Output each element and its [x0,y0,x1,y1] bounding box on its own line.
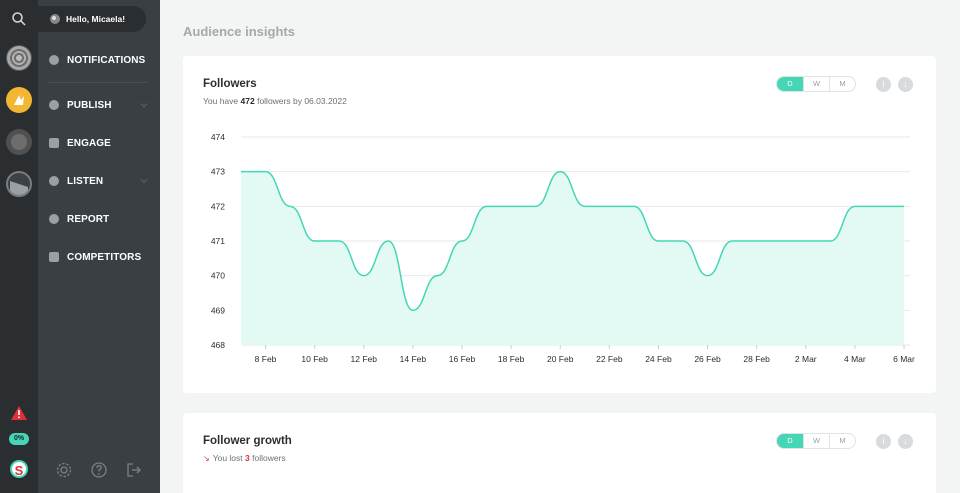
card-title: Follower growth [203,435,292,447]
info-icon[interactable]: i [876,434,891,449]
publish-icon [49,100,59,110]
card-subtitle: ↘ You lost 3 followers [203,453,286,463]
sidebar-item-notifications[interactable]: NOTIFICATIONS [38,50,160,70]
download-icon[interactable]: ↓ [898,434,913,449]
subtitle-suffix: followers by 06.03.2022 [257,96,347,106]
x-tick-label: 26 Feb [694,354,721,364]
period-week-button[interactable]: W [803,434,829,448]
account-rail: 0% S [0,0,38,493]
help-icon[interactable] [90,461,108,479]
progress-badge: 0% [9,433,29,445]
notification-icon [49,55,59,65]
period-month-button[interactable]: M [829,434,855,448]
card-subtitle: You have 472 followers by 06.03.2022 [203,96,347,106]
x-tick-label: 22 Feb [596,354,623,364]
report-icon [49,214,59,224]
sidebar-item-engage[interactable]: ENGAGE [38,133,160,153]
down-arrow-icon: ↘ [203,454,210,463]
period-day-button[interactable]: D [777,434,803,448]
user-greeting[interactable]: Hello, Micaela! [38,6,146,32]
followers-chart: 468 469 470 471 472 473 474 8 Feb 10 Feb 12 Feb 1… [211,132,915,364]
subtitle-prefix: You have [203,96,239,106]
main-sidebar: Hello, Micaela! NOTIFICATIONS PUBLISH EN… [38,0,160,493]
followers-line [241,170,904,312]
sidebar-item-publish[interactable]: PUBLISH [38,95,160,115]
search-icon[interactable] [11,11,27,27]
x-tick-label: 24 Feb [645,354,672,364]
sidebar-item-report[interactable]: REPORT [38,209,160,229]
sidebar-footer [38,461,160,479]
period-week-button[interactable]: W [803,77,829,91]
follower-growth-card: Follower growth ↘ You lost 3 followers D … [183,413,936,493]
y-tick-label: 472 [211,201,225,211]
x-tick-label: 18 Feb [498,354,525,364]
followers-card: Followers You have 472 followers by 06.0… [183,56,936,393]
y-tick-label: 473 [211,167,225,177]
subtitle-prefix: You lost [212,453,243,463]
period-switch: D W M [776,76,856,92]
x-tick-label: 2 Mar [795,354,817,364]
download-icon[interactable]: ↓ [898,77,913,92]
account-avatar-1[interactable] [6,45,32,71]
nav-divider [48,82,148,83]
sidebar-item-label: PUBLISH [67,99,112,111]
settings-gear-icon[interactable] [55,461,73,479]
chevron-down-icon [140,103,148,108]
x-tick-label: 8 Feb [255,354,277,364]
account-avatar-2[interactable] [6,87,32,113]
x-tick-label: 10 Feb [301,354,328,364]
app-logo[interactable]: S [10,460,28,478]
user-avatar [50,14,60,24]
info-icon[interactable]: i [876,77,891,92]
x-tick-label: 16 Feb [449,354,476,364]
chevron-down-icon [140,179,148,184]
period-day-button[interactable]: D [777,77,803,91]
engage-icon [49,138,59,148]
y-tick-label: 469 [211,305,225,315]
competitors-icon [49,252,59,262]
lost-count: 3 [245,453,250,463]
sidebar-item-label: LISTEN [67,175,104,187]
y-tick-label: 468 [211,340,225,350]
page-title: Audience insights [183,24,295,39]
card-title: Followers [203,78,257,90]
warning-icon[interactable] [11,406,27,420]
sidebar-item-label: COMPETITORS [67,251,142,263]
y-tick-label: 474 [211,132,225,142]
sidebar-item-listen[interactable]: LISTEN [38,171,160,191]
greeting-text: Hello, Micaela! [66,14,126,24]
subtitle-suffix: followers [252,453,286,463]
sidebar-item-label: REPORT [67,213,110,225]
y-tick-label: 470 [211,271,225,281]
account-avatar-3[interactable] [6,129,32,155]
sidebar-item-label: ENGAGE [67,137,111,149]
listen-icon [49,176,59,186]
account-avatar-4[interactable] [6,171,32,197]
x-tick-label: 28 Feb [743,354,770,364]
logout-icon[interactable] [125,461,143,479]
followers-area [241,171,904,345]
x-tick-label: 6 Mar [893,354,915,364]
x-tick-label: 4 Mar [844,354,866,364]
follower-count: 472 [240,96,255,106]
period-switch: D W M [776,433,856,449]
x-tick-label: 14 Feb [400,354,427,364]
y-tick-label: 471 [211,236,225,246]
period-month-button[interactable]: M [829,77,855,91]
x-tick-label: 20 Feb [547,354,574,364]
x-tick-label: 12 Feb [351,354,378,364]
sidebar-item-competitors[interactable]: COMPETITORS [38,247,160,267]
sidebar-item-label: NOTIFICATIONS [67,54,146,66]
